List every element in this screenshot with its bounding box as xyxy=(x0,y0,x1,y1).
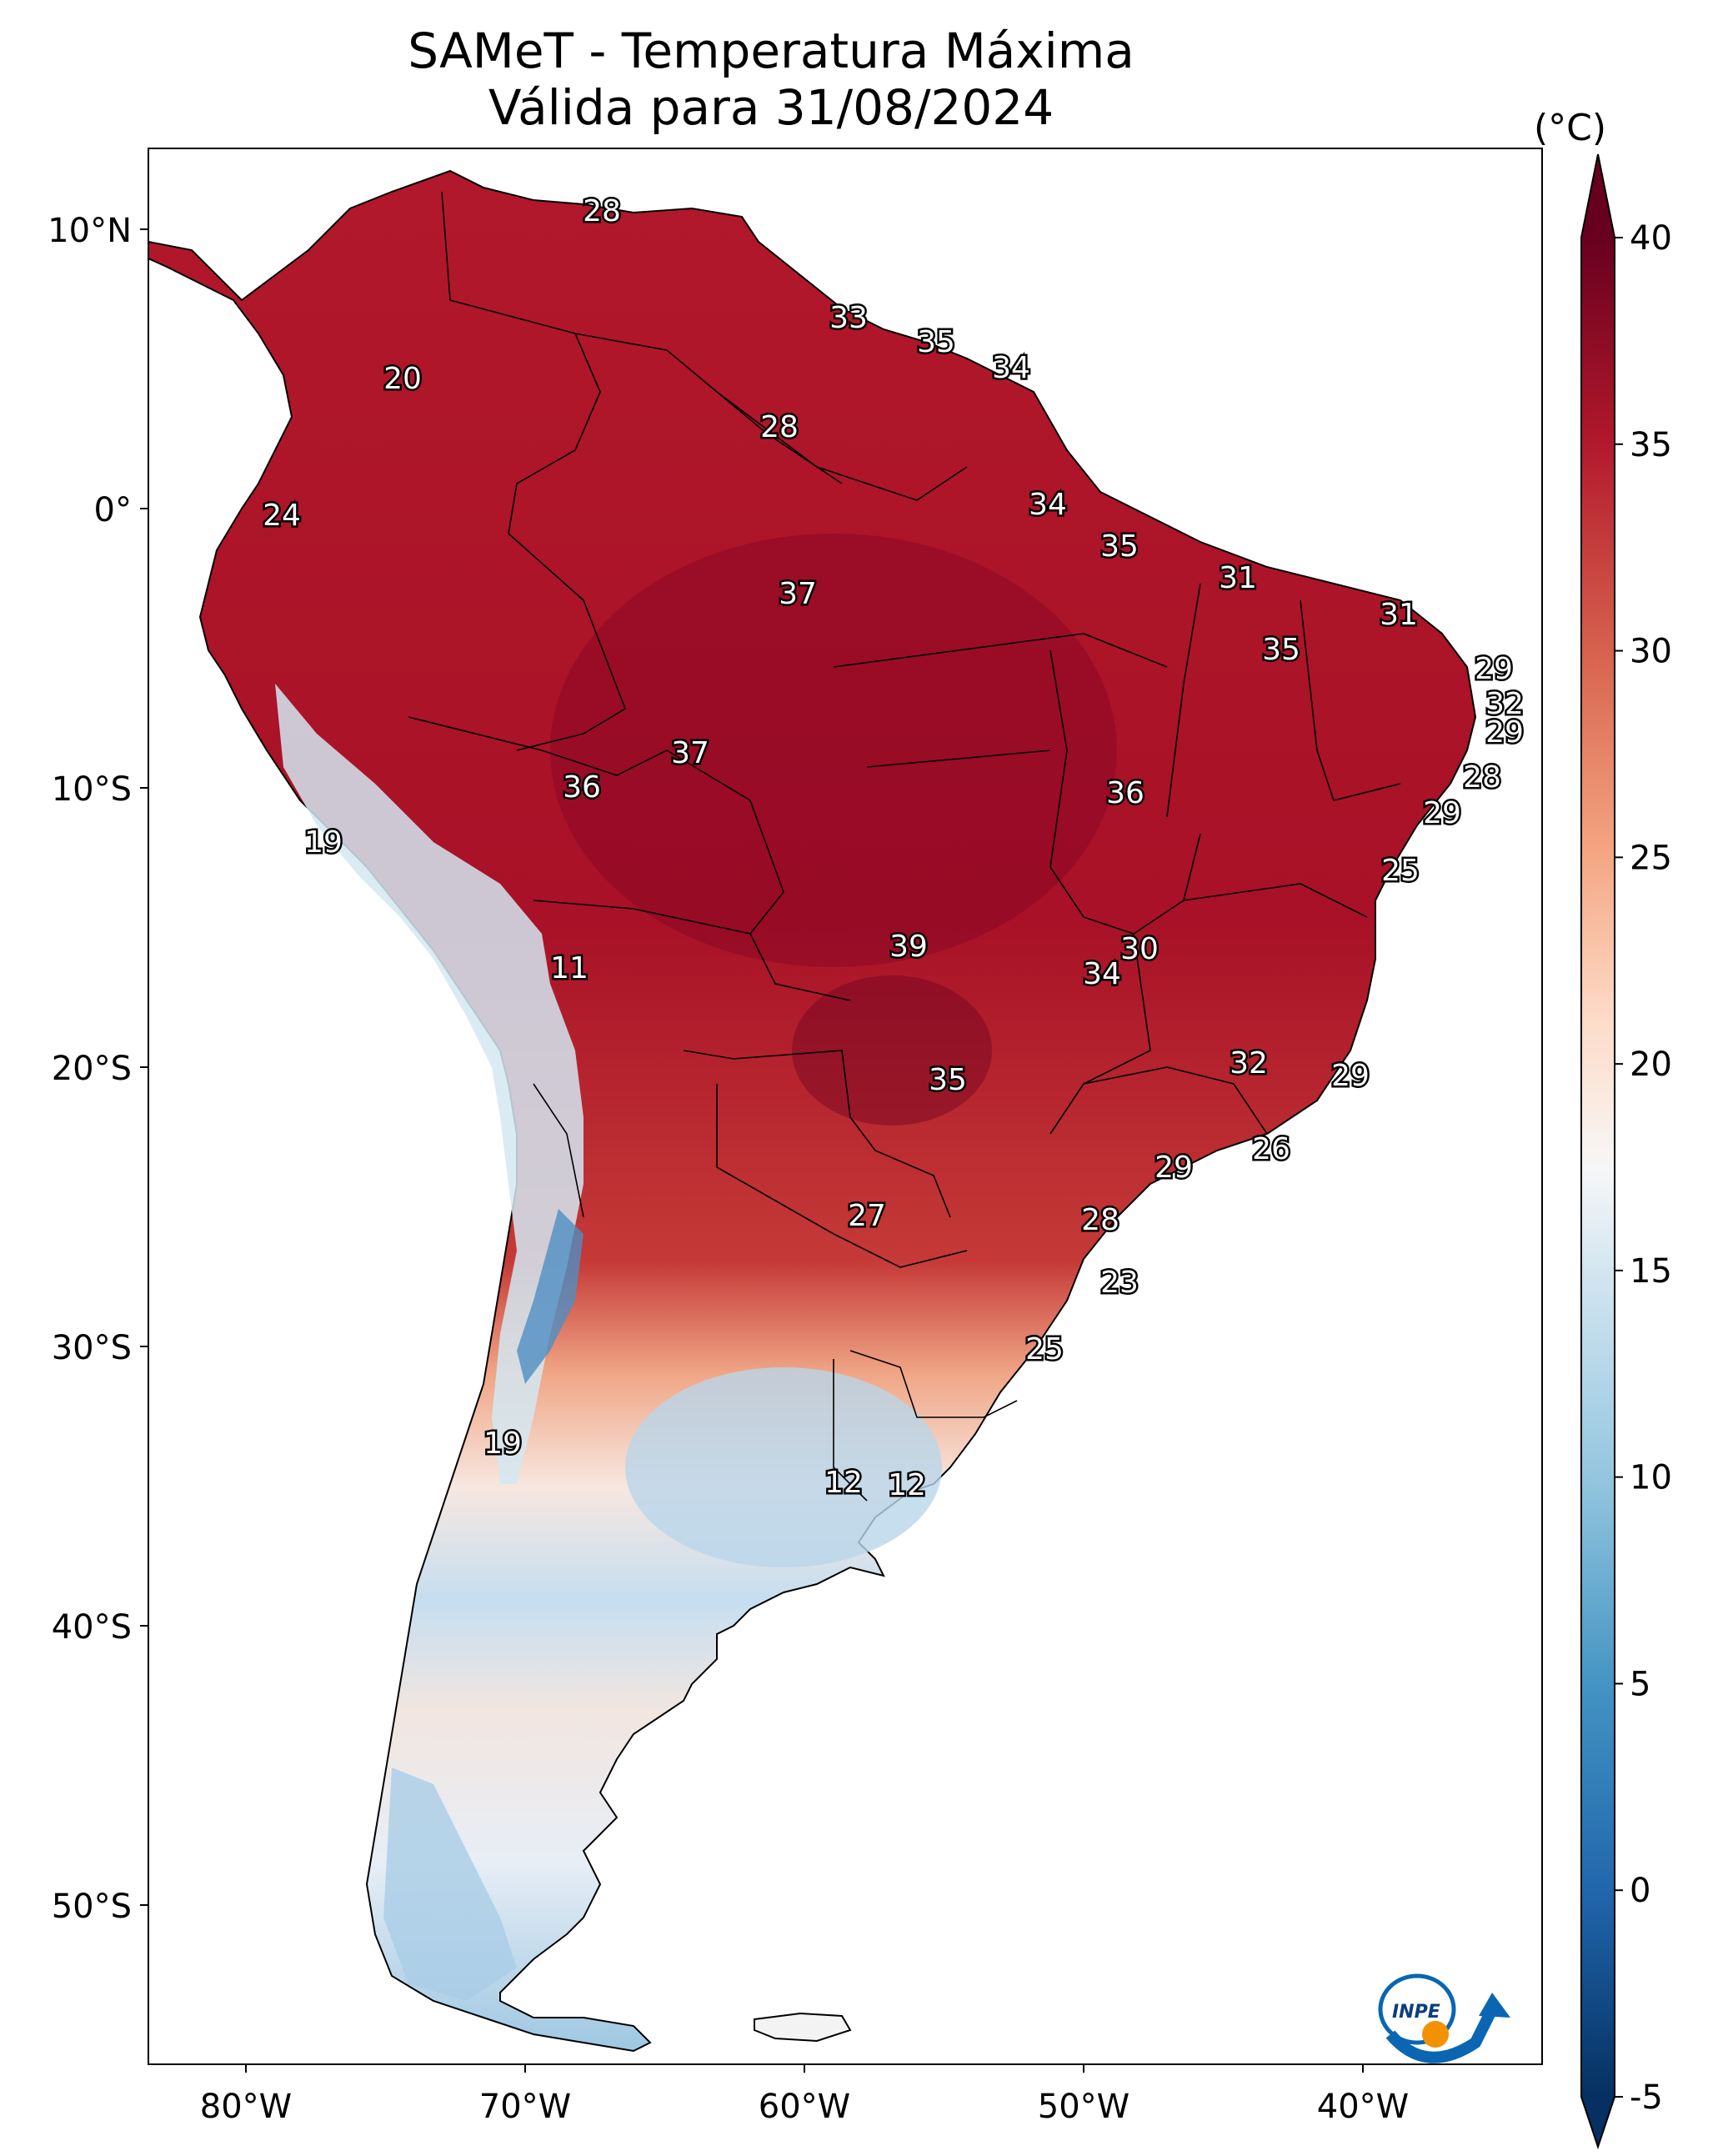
lat-tick-label: 20°S xyxy=(52,1050,132,1088)
temp-label: 28 xyxy=(760,410,799,444)
temperature-labels: 28 33 35 34 20 28 24 34 35 31 37 31 35 2… xyxy=(261,193,1526,1505)
inpe-logo: INPE xyxy=(1378,1973,1510,2063)
temp-label: 28 xyxy=(1081,1203,1119,1237)
lat-tick-label: 10°N xyxy=(48,212,132,250)
temp-label: 27 xyxy=(848,1199,886,1233)
map-subtitle: Válida para 31/08/2024 xyxy=(488,79,1054,136)
map-title: SAMeT - Temperatura Máxima xyxy=(408,23,1134,79)
temp-label: 29 xyxy=(1485,715,1524,750)
lon-tick-label: 40°W xyxy=(1317,2088,1409,2126)
colorbar-tick-label: 40 xyxy=(1630,219,1672,258)
temp-label: 37 xyxy=(779,577,817,611)
temp-label: 37 xyxy=(671,736,709,770)
temp-label: 30 xyxy=(1120,932,1159,966)
temp-label: 39 xyxy=(889,930,928,964)
temp-label: 31 xyxy=(1219,561,1257,595)
pampas-cool-region xyxy=(625,1367,942,1567)
temp-label: 29 xyxy=(1475,652,1513,686)
colorbar: 40 35 30 25 20 15 10 5 0 -5 xyxy=(1580,153,1672,2150)
temp-label: 35 xyxy=(1100,529,1139,564)
colorbar-upper-arrow xyxy=(1581,154,1615,238)
lat-tick-label: 50°S xyxy=(52,1888,132,1926)
temp-label: 25 xyxy=(1381,854,1420,888)
temp-label: 32 xyxy=(1230,1046,1268,1081)
colorbar-tick-label: -5 xyxy=(1630,2078,1663,2117)
temp-label: 36 xyxy=(1106,776,1144,810)
andes-cool-region xyxy=(275,684,584,1484)
temp-label: 34 xyxy=(992,351,1030,385)
temp-label: 35 xyxy=(917,325,955,359)
lat-tick-label: 10°S xyxy=(52,770,132,809)
temp-label: 29 xyxy=(1331,1059,1370,1093)
colorbar-ticks: 40 35 30 25 20 15 10 5 0 -5 xyxy=(1615,219,1672,2117)
lat-tick-label: 40°S xyxy=(52,1608,132,1647)
inpe-logo-text: INPE xyxy=(1392,2002,1440,2023)
amazon-hot-core xyxy=(550,534,1117,967)
temp-label: 28 xyxy=(583,194,621,228)
longitude-ticks: 80°W 70°W 60°W 50°W 40°W xyxy=(200,2064,1409,2126)
lon-tick-label: 80°W xyxy=(200,2088,292,2126)
temp-label: 19 xyxy=(483,1426,522,1461)
latitude-ticks: 10°N 0° 10°S 20°S 30°S 40°S 50°S xyxy=(48,212,148,1926)
falkland-islands xyxy=(754,2012,852,2043)
temp-label: 11 xyxy=(550,951,589,985)
temp-label: 25 xyxy=(1025,1332,1064,1366)
temp-label: 29 xyxy=(1155,1151,1193,1185)
temp-label: 26 xyxy=(1252,1132,1290,1166)
temp-label: 34 xyxy=(1083,957,1121,991)
lon-tick-label: 50°W xyxy=(1038,2088,1129,2126)
temp-label: 12 xyxy=(888,1468,926,1502)
temp-label: 35 xyxy=(1262,633,1300,667)
map-area xyxy=(148,148,1542,2064)
colorbar-tick-label: 20 xyxy=(1630,1045,1672,1084)
temp-label: 31 xyxy=(1380,598,1418,632)
country-borders xyxy=(408,191,1401,1502)
temp-label: 19 xyxy=(304,825,343,860)
central-hot-core xyxy=(792,975,992,1126)
temp-label: 12 xyxy=(824,1466,863,1500)
colorbar-tick-label: 5 xyxy=(1630,1665,1650,1703)
temp-label: 29 xyxy=(1423,796,1461,830)
temp-label: 33 xyxy=(829,301,868,335)
lat-tick-label: 30°S xyxy=(52,1329,132,1367)
temp-label: 35 xyxy=(929,1063,967,1097)
colorbar-tick-label: 10 xyxy=(1630,1459,1672,1497)
temp-label: 20 xyxy=(383,362,422,396)
colorbar-tick-label: 30 xyxy=(1630,633,1672,671)
lon-tick-label: 70°W xyxy=(479,2088,571,2126)
temp-label: 28 xyxy=(1463,760,1501,795)
patagonia-cool-region xyxy=(383,1767,517,2001)
temp-label: 23 xyxy=(1100,1266,1139,1300)
lon-tick-label: 60°W xyxy=(759,2088,850,2126)
temp-label: 34 xyxy=(1029,488,1067,522)
temp-label: 36 xyxy=(563,770,601,805)
temp-label: 32 xyxy=(1485,687,1524,721)
colorbar-lower-arrow xyxy=(1581,2097,1615,2147)
andes-cold-core xyxy=(517,1209,584,1384)
temp-label: 24 xyxy=(263,499,301,533)
lat-tick-label: 0° xyxy=(94,491,132,529)
colorbar-bar xyxy=(1581,238,1615,2097)
colorbar-tick-label: 35 xyxy=(1630,426,1672,464)
colorbar-tick-label: 0 xyxy=(1630,1872,1650,1910)
map-frame xyxy=(148,148,1543,2065)
colorbar-unit: (°C) xyxy=(1534,107,1607,149)
colorbar-tick-label: 15 xyxy=(1630,1252,1672,1291)
colorbar-tick-label: 25 xyxy=(1630,839,1672,877)
